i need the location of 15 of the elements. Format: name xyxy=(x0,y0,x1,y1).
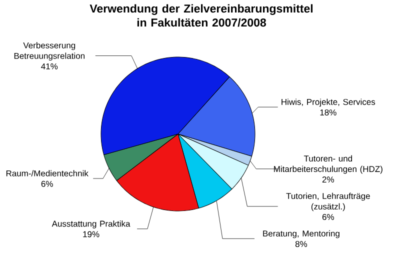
slice-label: Tutoren- und Mitarbeiterschulungen (HDZ) xyxy=(274,155,382,174)
data-label: 6% xyxy=(41,180,53,187)
chart-title: Verwendung der Zielvereinbarungsmittel in Fakultäten 2007/2008 xyxy=(90,4,313,27)
slice-label: Hiwis, Projekte, Services xyxy=(282,98,376,107)
data-label: 8% xyxy=(295,241,308,248)
slice-label: Ausstattung Praktika xyxy=(52,220,130,228)
slice-label: Verbesserung Betreuungsrelation xyxy=(14,42,85,61)
data-label: 2% xyxy=(322,176,334,182)
data-label: 18% xyxy=(320,109,336,116)
data-label: 41% xyxy=(41,63,58,70)
data-label: 19% xyxy=(83,231,100,238)
slice-label: Tutorien, Lehraufträge (zusätzl.) xyxy=(286,192,370,212)
slice-label: Beratung, Mentoring xyxy=(263,230,340,238)
slice-label: Raum-/Medientechnik xyxy=(6,170,88,176)
data-label: 6% xyxy=(322,214,334,220)
